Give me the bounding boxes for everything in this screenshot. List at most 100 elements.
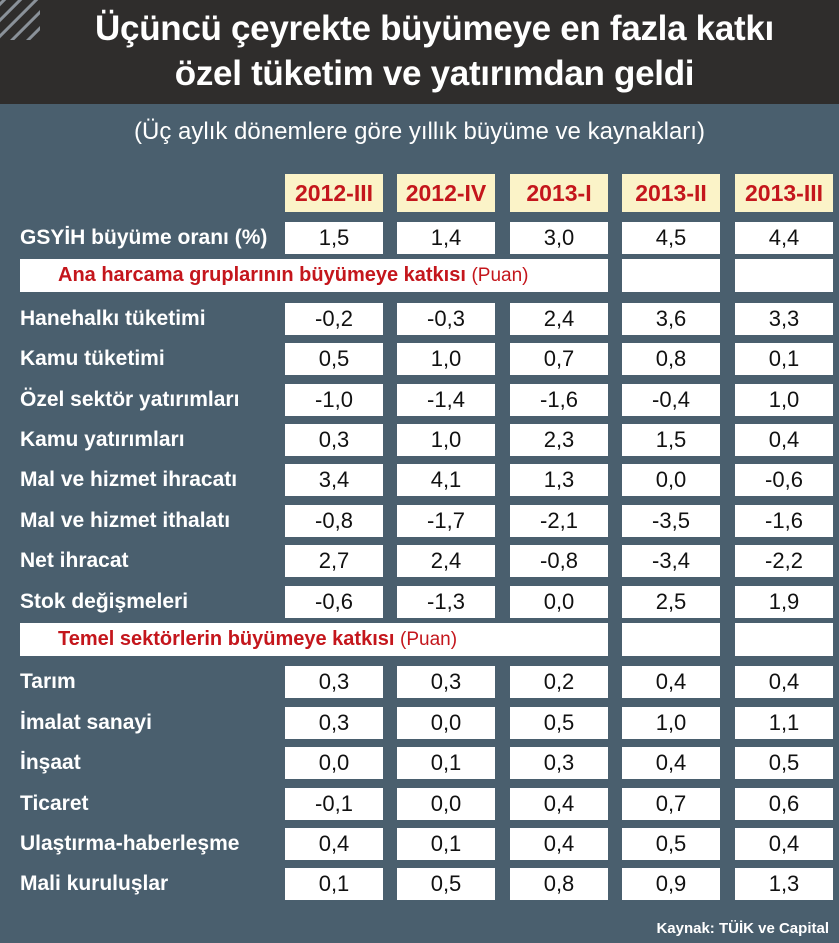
table-cell: 0,7 xyxy=(622,787,720,820)
title-bar: Üçüncü çeyrekte büyümeye en fazla katkı … xyxy=(0,0,839,104)
title-line-1: Üçüncü çeyrekte büyümeye en fazla katkı xyxy=(95,9,774,48)
table-cell: -3,4 xyxy=(622,545,720,578)
table-cell: 2,5 xyxy=(622,585,720,618)
table-cell: 0,3 xyxy=(285,424,383,456)
table-cell: -0,8 xyxy=(285,504,383,537)
table-cell: 0,3 xyxy=(510,747,608,780)
table-cell: 0,0 xyxy=(622,464,720,497)
table-cell: 2,4 xyxy=(397,545,495,578)
table-cell: 2,7 xyxy=(285,545,383,578)
table-cell: 0,2 xyxy=(510,666,608,699)
table-cell: -1,7 xyxy=(397,504,495,537)
column-header: 2012-IV xyxy=(397,174,495,212)
table-cell: -1,3 xyxy=(397,585,495,618)
table-cell: 1,9 xyxy=(735,585,833,618)
table-cell: 0,1 xyxy=(397,747,495,780)
table-cell: 3,0 xyxy=(510,222,608,254)
table-cell: 2,3 xyxy=(510,424,608,456)
row-label: Ulaştırma-haberleşme xyxy=(20,832,240,855)
chart-subtitle: (Üç aylık dönemlere göre yıllık büyüme v… xyxy=(134,118,705,145)
table-cell: 0,6 xyxy=(735,787,833,820)
column-header: 2013-I xyxy=(510,174,608,212)
row-label: Tarım xyxy=(20,670,76,694)
table-cell: 0,4 xyxy=(622,747,720,780)
column-header: 2013-III xyxy=(735,174,833,212)
table-cell: 1,4 xyxy=(397,222,495,254)
section-blank-cell xyxy=(622,259,720,293)
row-label: Kamu tüketimi xyxy=(20,347,165,371)
row-label: Mal ve hizmet ihracatı xyxy=(20,468,238,492)
table-cell: 0,0 xyxy=(397,787,495,820)
table-cell: 0,5 xyxy=(397,868,495,901)
section-header: Temel sektörlerin büyümeye katkısı (Puan… xyxy=(20,623,608,656)
table-cell: 2,4 xyxy=(510,302,608,335)
table-cell: 1,3 xyxy=(510,464,608,497)
table-cell: 0,4 xyxy=(510,787,608,820)
table-cell: -1,4 xyxy=(397,383,495,416)
row-label: Ticaret xyxy=(20,791,89,815)
section-header: Ana harcama gruplarının büyümeye katkısı… xyxy=(20,259,608,293)
corner-stripes xyxy=(0,0,40,40)
table-cell: 1,5 xyxy=(285,222,383,254)
row-label: GSYİH büyüme oranı (%) xyxy=(20,226,268,249)
table-cell: 0,4 xyxy=(510,828,608,860)
table-cell: 0,5 xyxy=(622,828,720,860)
table-cell: 1,5 xyxy=(622,424,720,456)
table-cell: 0,8 xyxy=(510,868,608,901)
table-cell: 0,0 xyxy=(285,747,383,780)
table-cell: -1,6 xyxy=(510,383,608,416)
table-cell: -2,1 xyxy=(510,504,608,537)
title-line-2: özel tüketim ve yatırımdan geldi xyxy=(174,54,695,93)
table-cell: 0,0 xyxy=(397,706,495,739)
table-cell: -2,2 xyxy=(735,545,833,578)
section-blank-cell xyxy=(622,623,720,656)
table-cell: 0,7 xyxy=(510,343,608,376)
table-cell: 0,0 xyxy=(510,585,608,618)
table-cell: 1,3 xyxy=(735,868,833,901)
column-header: 2013-II xyxy=(622,174,720,212)
table-cell: 1,0 xyxy=(622,706,720,739)
table-cell: 1,1 xyxy=(735,706,833,739)
table-cell: 3,4 xyxy=(285,464,383,497)
table-cell: 4,1 xyxy=(397,464,495,497)
table-cell: 0,4 xyxy=(735,828,833,860)
table-cell: 0,9 xyxy=(622,868,720,901)
source-note: Kaynak: TÜİK ve Capital xyxy=(656,920,829,937)
section-unit: (Puan) xyxy=(471,265,529,287)
section-blank-cell xyxy=(735,259,833,293)
table-cell: 0,1 xyxy=(397,828,495,860)
chart-title: Üçüncü çeyrekte büyümeye en fazla katkı … xyxy=(40,6,829,96)
table-cell: 0,8 xyxy=(622,343,720,376)
table-cell: -0,6 xyxy=(735,464,833,497)
table-cell: 1,0 xyxy=(735,383,833,416)
table-cell: -0,3 xyxy=(397,302,495,335)
table-cell: 0,5 xyxy=(285,343,383,376)
table-cell: 0,3 xyxy=(285,706,383,739)
table-cell: -0,2 xyxy=(285,302,383,335)
row-label: Hanehalkı tüketimi xyxy=(20,306,206,330)
table-cell: 1,0 xyxy=(397,343,495,376)
table-cell: 0,3 xyxy=(397,666,495,699)
row-label: Özel sektör yatırımları xyxy=(20,387,240,411)
table-cell: 0,4 xyxy=(285,828,383,860)
row-label: Mali kuruluşlar xyxy=(20,872,169,896)
table-cell: -1,0 xyxy=(285,383,383,416)
column-header: 2012-III xyxy=(285,174,383,212)
section-title: Temel sektörlerin büyümeye katkısı xyxy=(58,628,401,650)
row-label: Mal ve hizmet ithalatı xyxy=(20,508,231,532)
table-cell: -3,5 xyxy=(622,504,720,537)
table-cell: 0,1 xyxy=(285,868,383,901)
table-cell: 0,3 xyxy=(285,666,383,699)
table-cell: 3,6 xyxy=(622,302,720,335)
table-cell: 0,4 xyxy=(735,666,833,699)
section-unit: (Puan) xyxy=(400,629,458,650)
table-cell: 0,4 xyxy=(622,666,720,699)
table-cell: -1,6 xyxy=(735,504,833,537)
section-title: Ana harcama gruplarının büyümeye katkısı xyxy=(58,264,472,287)
table-cell: -0,6 xyxy=(285,585,383,618)
table-cell: 4,5 xyxy=(622,222,720,254)
row-label: Net ihracat xyxy=(20,549,129,573)
table-cell: 3,3 xyxy=(735,302,833,335)
table-cell: 0,4 xyxy=(735,424,833,456)
